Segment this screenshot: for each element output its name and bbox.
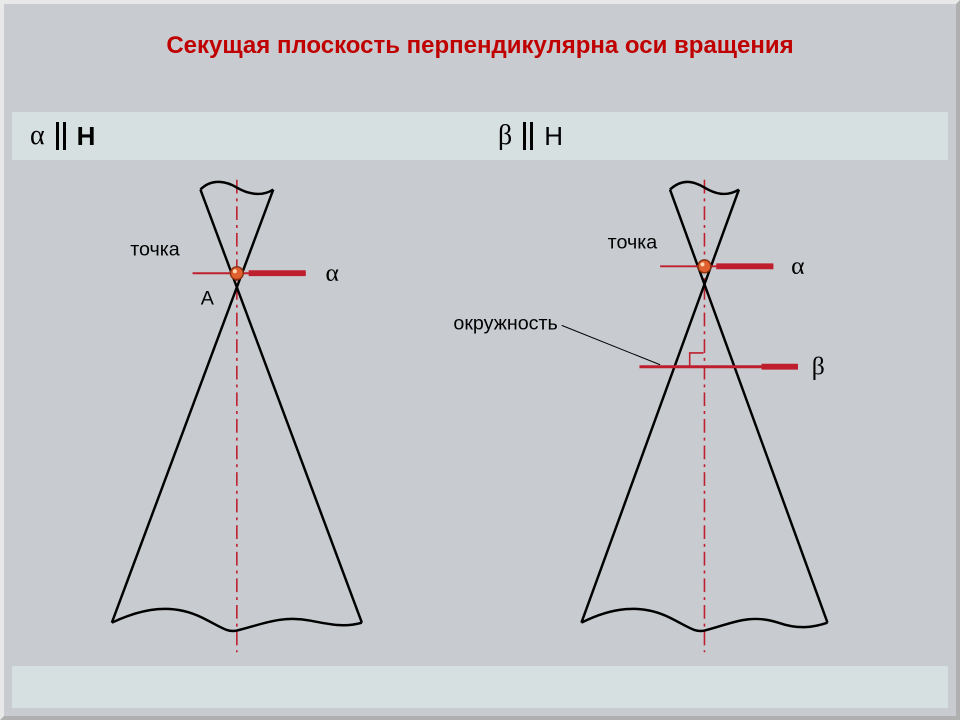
H-right: Н	[544, 121, 563, 152]
subbar-right: β Н	[480, 120, 948, 152]
beta-symbol: β	[498, 120, 512, 152]
footer-bar	[12, 666, 948, 708]
svg-text:β: β	[812, 352, 825, 381]
svg-text:точка: точка	[608, 232, 658, 254]
subbar-left: α Н	[12, 120, 480, 152]
parallel-icon	[520, 122, 536, 150]
svg-text:точка: точка	[130, 238, 180, 260]
svg-text:окружность: окружность	[453, 312, 557, 334]
slide-title: Секущая плоскость перпендикулярна оси вр…	[4, 32, 956, 60]
svg-text:α: α	[791, 251, 804, 280]
svg-text:A: A	[201, 288, 215, 310]
alpha-symbol: α	[30, 120, 45, 152]
slide: Секущая плоскость перпендикулярна оси вр…	[0, 0, 960, 720]
parallel-icon	[53, 122, 69, 150]
H-left: Н	[77, 121, 96, 152]
subbar: α Н β Н	[12, 112, 948, 160]
diagram-svg: точка Aα точка α β окружность	[12, 160, 948, 666]
svg-text:α: α	[325, 258, 338, 287]
diagram-area: точка Aα точка α β окружность	[12, 160, 948, 666]
